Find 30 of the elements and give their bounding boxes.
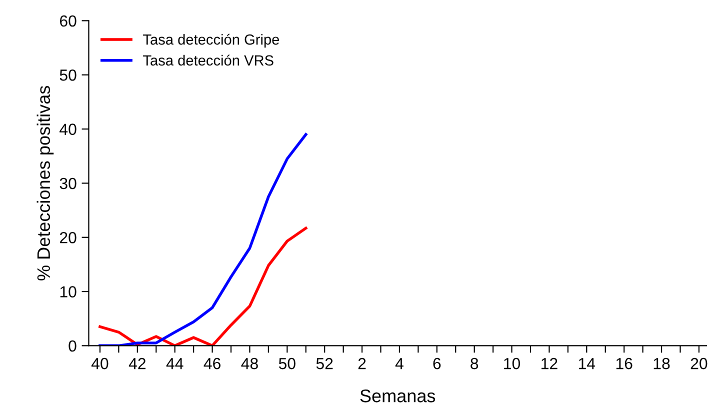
y-tick-label: 10	[60, 286, 76, 298]
line-series	[98, 133, 308, 346]
x-tick-label: 8	[470, 358, 478, 370]
x-tick-label: 42	[128, 358, 146, 370]
legend-label: Tasa detección Gripe	[143, 34, 280, 48]
y-tick-label: 20	[60, 232, 76, 244]
x-tick-label: 20	[690, 358, 708, 370]
legend-label: Tasa detección VRS	[143, 54, 274, 66]
x-tick-label: 52	[316, 358, 333, 370]
x-axis-title: Semanas	[360, 390, 436, 402]
y-axis-title: % Detecciones positivas	[36, 86, 54, 280]
x-tick-label: 4	[395, 358, 404, 370]
x-tick-label: 12	[542, 358, 558, 370]
x-tick-label: 46	[204, 358, 220, 370]
x-tick-label: 10	[504, 358, 520, 370]
x-tick-label: 44	[166, 358, 184, 370]
x-tick-label: 6	[433, 358, 441, 370]
y-tick-label: 60	[60, 15, 76, 27]
y-tick-label: 0	[68, 340, 76, 352]
x-tick-label: 18	[654, 358, 670, 370]
y-tick-label: 30	[60, 178, 76, 190]
x-tick-label: 48	[241, 358, 258, 370]
y-tick-label: 40	[60, 124, 76, 135]
line-series	[98, 226, 308, 346]
y-tick-label: 50	[60, 70, 76, 81]
x-tick-label: 50	[278, 358, 296, 370]
x-tick-label: 2	[358, 358, 366, 370]
x-tick-label: 14	[578, 358, 596, 370]
x-tick-label: 40	[91, 358, 108, 370]
x-tick-label: 16	[616, 358, 632, 370]
